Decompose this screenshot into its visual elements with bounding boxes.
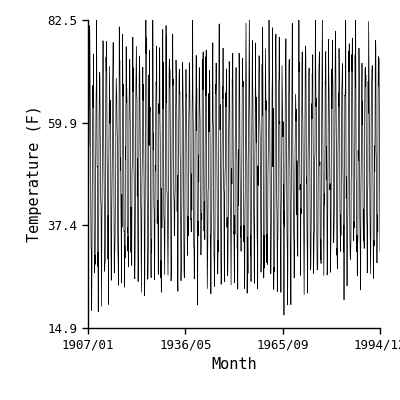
X-axis label: Month: Month (211, 357, 257, 372)
Y-axis label: Temperature (F): Temperature (F) (27, 106, 42, 242)
